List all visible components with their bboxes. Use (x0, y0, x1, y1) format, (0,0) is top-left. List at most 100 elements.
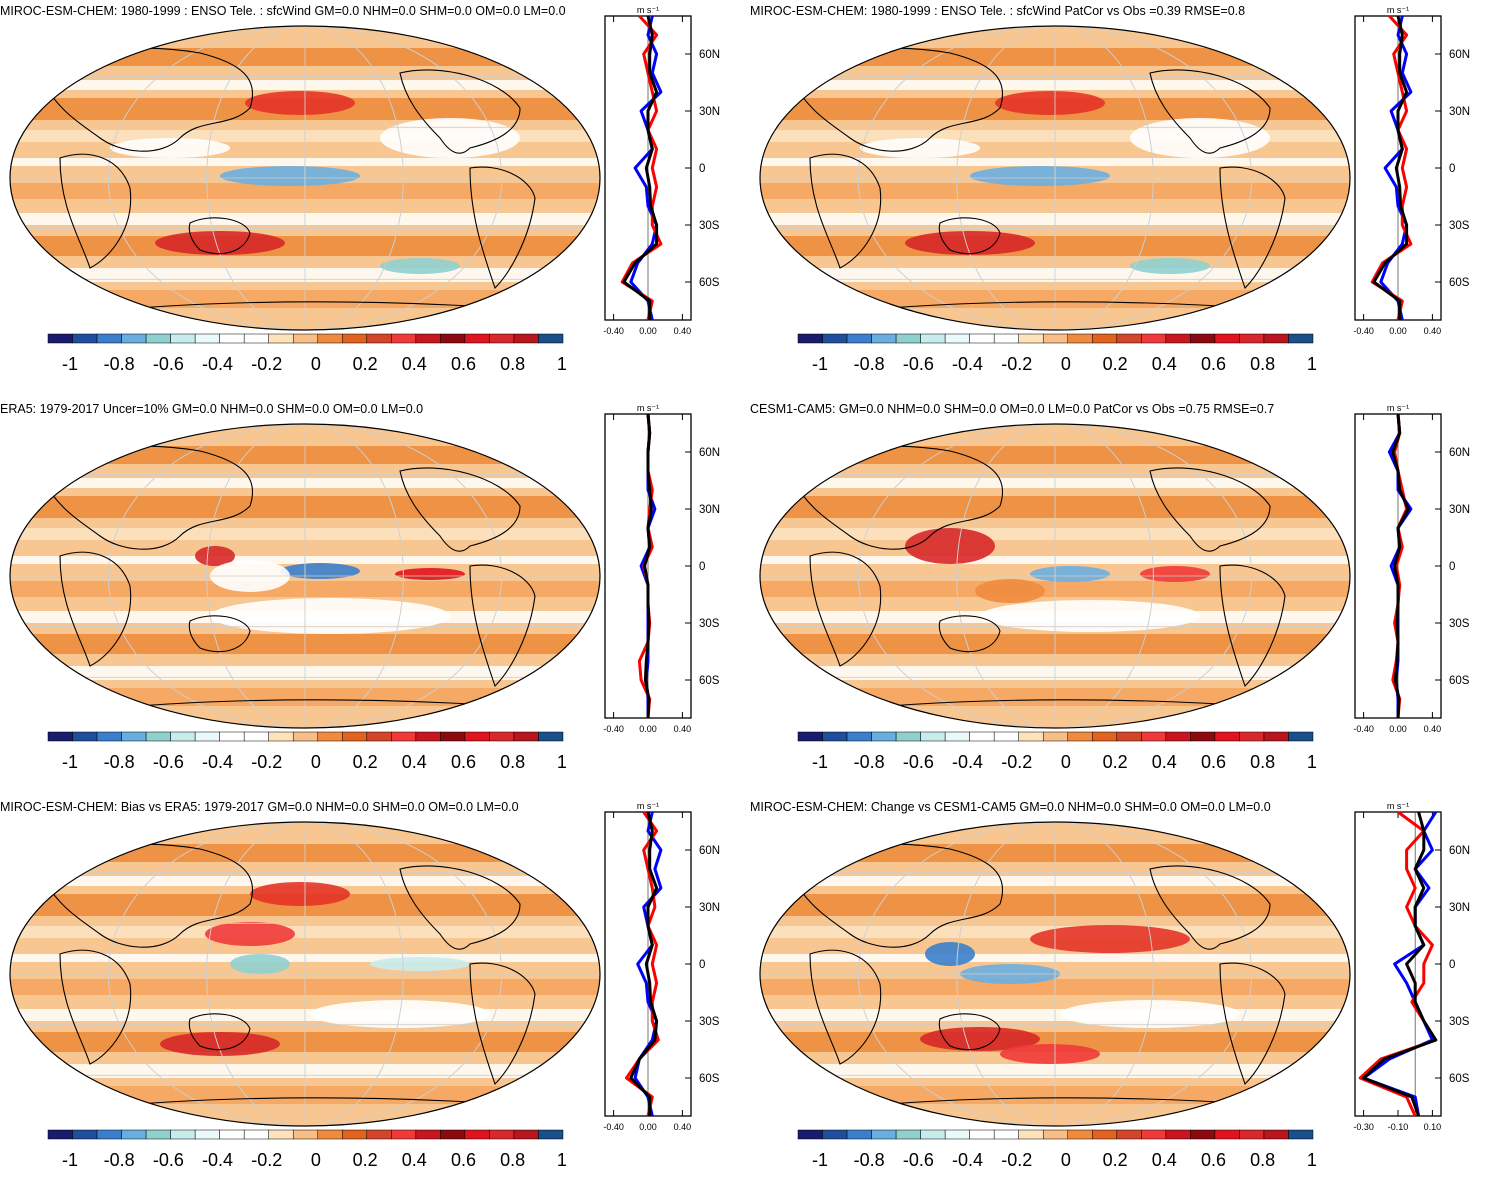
colorbar-tick-label: -1 (812, 1150, 828, 1170)
colorbar-tick-label: 0.8 (500, 752, 525, 772)
colorbar-swatch (994, 1130, 1019, 1139)
colorbar-swatch (970, 1130, 995, 1139)
colorbar-swatch (1239, 1130, 1264, 1139)
colorbar-swatch (1166, 1130, 1191, 1139)
profile-x-tick-label: 0.40 (1424, 724, 1442, 734)
colorbar-swatch (823, 334, 848, 343)
profile-x-tick-label: -0.40 (603, 1122, 624, 1132)
colorbar-tick-label: 0.2 (1103, 752, 1128, 772)
colorbar-tick-label: -0.8 (104, 354, 135, 374)
colorbar-swatch (416, 1130, 441, 1139)
panel-title: MIROC-ESM-CHEM: Change vs CESM1-CAM5 GM=… (750, 800, 1360, 814)
world-map (750, 814, 1360, 1134)
colorbar-tick-label: -0.2 (251, 752, 282, 772)
colorbar-swatch (538, 334, 563, 343)
colorbar-swatch (416, 732, 441, 741)
colorbar-swatch (391, 1130, 416, 1139)
colorbar-swatch (872, 334, 897, 343)
colorbar-tick-label: 0.2 (1103, 1150, 1128, 1170)
colorbar-swatch (921, 1130, 946, 1139)
colorbar-tick-label: -0.8 (104, 1150, 135, 1170)
colorbar-swatch (1068, 732, 1093, 741)
profile-x-tick-label: -0.40 (1353, 724, 1374, 734)
colorbar-tick-label: -0.6 (153, 354, 184, 374)
profile-y-tick-label: 60S (699, 1073, 720, 1085)
colorbar-swatch (342, 334, 367, 343)
profile-y-tick-label: 60N (1449, 49, 1470, 61)
colorbar-swatch (1117, 334, 1142, 343)
profile-x-tick-label: 0.40 (674, 326, 692, 336)
colorbar-tick-label: 0.2 (353, 354, 378, 374)
colorbar-tick-label: 0.4 (402, 354, 427, 374)
colorbar-swatch (1092, 732, 1117, 741)
profile-y-tick-label: 0 (699, 163, 705, 175)
colorbar-swatch (994, 334, 1019, 343)
colorbar-tick-label: -0.6 (903, 752, 934, 772)
colorbar-tick-label: 1 (1307, 354, 1317, 374)
profile-x-tick-label: 0.40 (1424, 326, 1442, 336)
profile-units-label: m s⁻¹ (1387, 5, 1409, 15)
colorbar-tick-label: 0.8 (1250, 354, 1275, 374)
colorbar-swatch (1264, 334, 1289, 343)
panel-title: MIROC-ESM-CHEM: Bias vs ERA5: 1979-2017 … (0, 800, 610, 814)
colorbar-swatch (293, 732, 318, 741)
map-field (0, 18, 610, 338)
profile-x-tick-label: 0.10 (1424, 1122, 1442, 1132)
colorbar-tick-label: -1 (62, 354, 78, 374)
map-field (0, 416, 610, 736)
panel-3: ERA5: 1979-2017 Uncer=10% GM=0.0 NHM=0.0… (0, 402, 740, 792)
colorbar-swatch (896, 1130, 921, 1139)
profile-units-label: m s⁻¹ (637, 5, 659, 15)
colorbar-swatch (1141, 334, 1166, 343)
colorbar-tick-label: 0.4 (1152, 354, 1177, 374)
colorbar-tick-label: -0.4 (202, 752, 233, 772)
colorbar-swatch (122, 1130, 147, 1139)
colorbar-swatch (122, 334, 147, 343)
colorbar-tick-label: 0.4 (1152, 752, 1177, 772)
colorbar-swatches (798, 1130, 1313, 1139)
colorbar-tick-label: -0.6 (903, 354, 934, 374)
colorbar-swatch (367, 334, 392, 343)
profile-series-black (1393, 414, 1409, 718)
colorbar-swatch (318, 732, 343, 741)
colorbar-tick-label: 0.8 (1250, 1150, 1275, 1170)
colorbar-swatch (1239, 334, 1264, 343)
colorbar-swatch (195, 1130, 220, 1139)
world-map (0, 814, 610, 1134)
colorbar-swatch (391, 732, 416, 741)
profile-x-tick-label: 0.00 (639, 724, 657, 734)
colorbar-swatch (921, 334, 946, 343)
colorbar-swatch (798, 334, 823, 343)
colorbar-swatch (489, 1130, 514, 1139)
profile-x-tick-label: -0.10 (1388, 1122, 1409, 1132)
colorbar-swatch (220, 1130, 245, 1139)
colorbar-swatch (195, 334, 220, 343)
colorbar-swatch (367, 1130, 392, 1139)
panel-1: MIROC-ESM-CHEM: 1980-1999 : ENSO Tele. :… (0, 4, 740, 394)
colorbar-swatch (195, 732, 220, 741)
world-map (0, 416, 610, 736)
colorbar-swatch (872, 732, 897, 741)
profile-y-tick-label: 0 (699, 561, 705, 573)
colorbar-swatch (1215, 732, 1240, 741)
colorbar-tick-label: 0.4 (402, 1150, 427, 1170)
colorbar-swatch (823, 732, 848, 741)
profile-y-tick-label: 30S (1449, 1016, 1470, 1028)
colorbar-swatch (220, 732, 245, 741)
colorbar-swatch (1019, 334, 1044, 343)
colorbar-tick-label: 0.8 (500, 354, 525, 374)
colorbar-swatch (269, 1130, 294, 1139)
colorbar-swatch (465, 334, 490, 343)
colorbar-swatch (1166, 732, 1191, 741)
profile-y-tick-label: 30S (1449, 618, 1470, 630)
colorbar-tick-label: -0.4 (202, 354, 233, 374)
colorbar-tick-label: 0.6 (1201, 752, 1226, 772)
colorbar-swatch (342, 732, 367, 741)
colorbar-tick-label: 0 (311, 1150, 321, 1170)
panel-6: MIROC-ESM-CHEM: Change vs CESM1-CAM5 GM=… (750, 800, 1489, 1190)
